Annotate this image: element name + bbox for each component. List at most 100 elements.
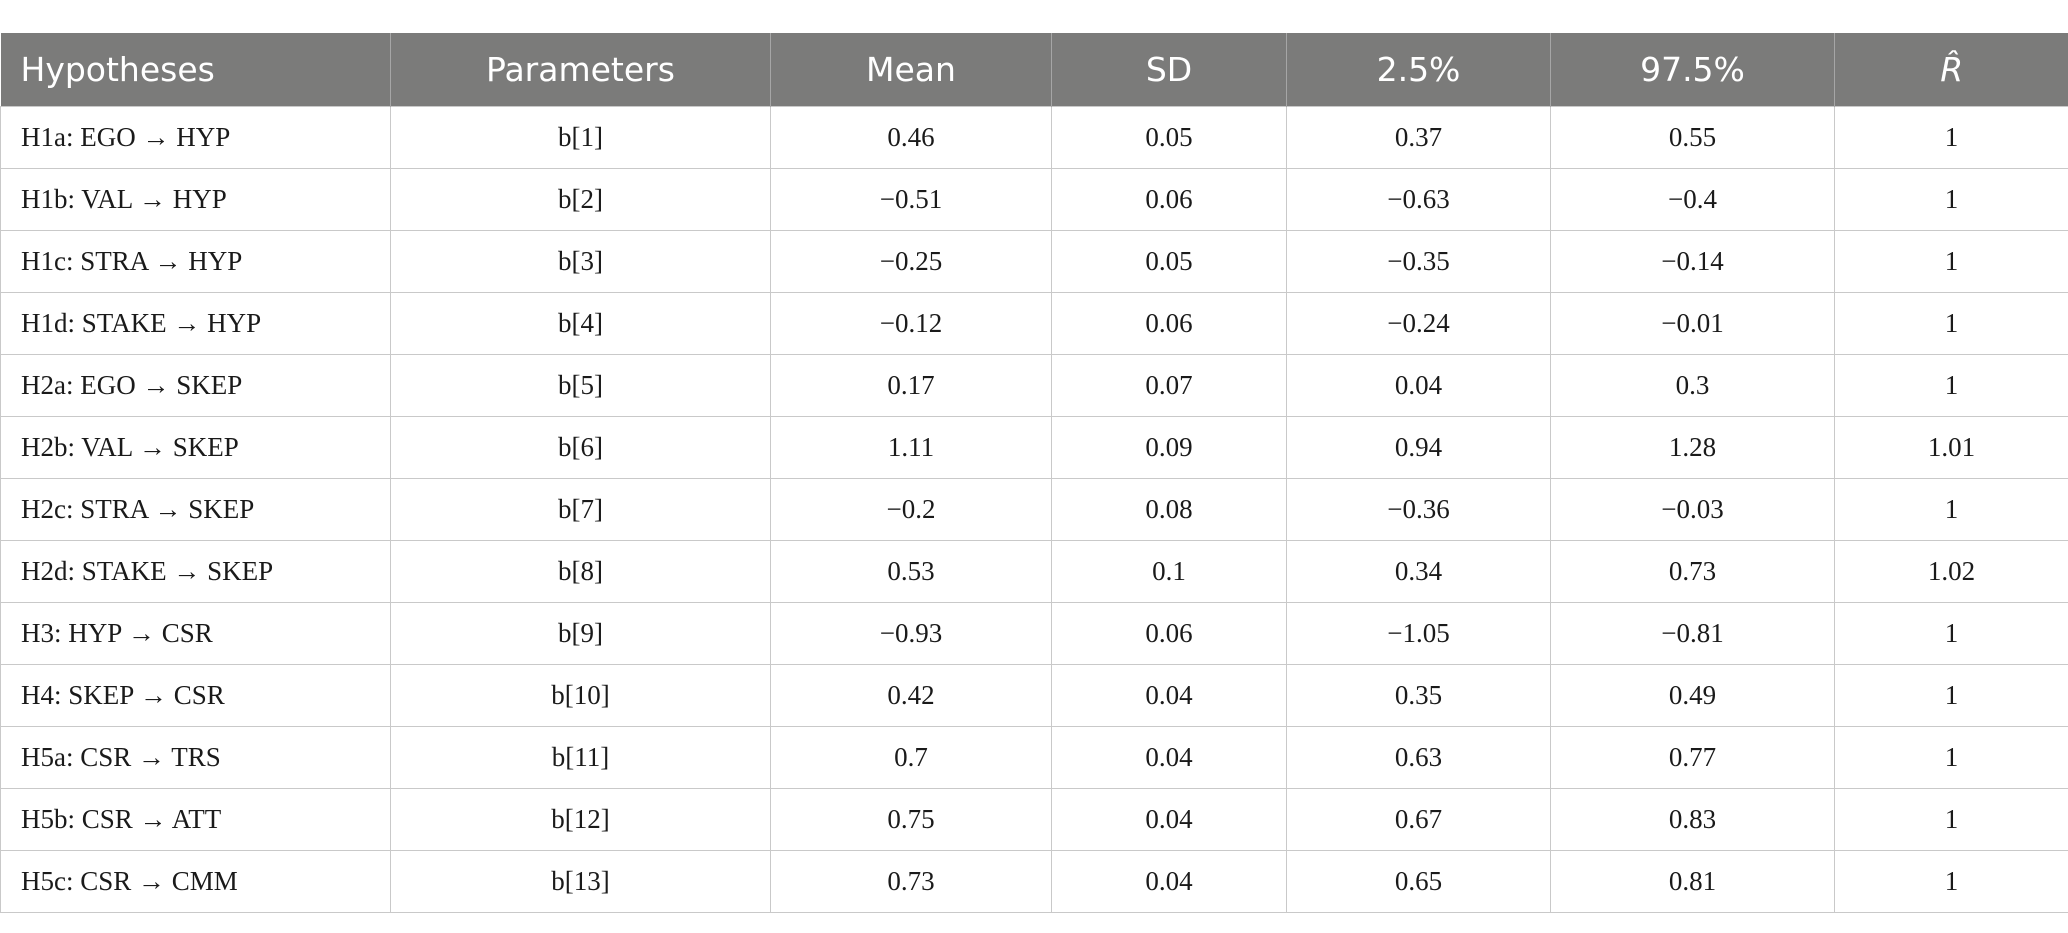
parameter-cell: b[12] <box>390 788 771 851</box>
mean-cell: 0.42 <box>770 664 1052 727</box>
table-row: H4: SKEP → CSR b[10] 0.42 0.04 0.35 0.49 1 <box>0 664 2068 727</box>
parameter-cell: b[4] <box>390 292 771 355</box>
parameter-cell: b[8] <box>390 540 771 603</box>
parameter-cell: b[5] <box>390 354 771 417</box>
parameter-cell: b[3] <box>390 230 771 293</box>
upper-ci-cell: 0.49 <box>1550 664 1835 727</box>
r-hat-cell: 1.01 <box>1834 416 2068 479</box>
hypothesis-cell: H2b: VAL → SKEP <box>0 416 391 479</box>
r-hat-cell: 1 <box>1834 168 2068 231</box>
header-upper-ci: 97.5% <box>1550 33 1835 107</box>
sd-cell: 0.06 <box>1051 602 1287 665</box>
lower-ci-cell: 0.04 <box>1286 354 1551 417</box>
r-hat-cell: 1 <box>1834 354 2068 417</box>
lower-ci-cell: 0.37 <box>1286 106 1551 169</box>
upper-ci-cell: 0.81 <box>1550 850 1835 913</box>
sd-cell: 0.04 <box>1051 726 1287 789</box>
mean-cell: −0.12 <box>770 292 1052 355</box>
sd-cell: 0.05 <box>1051 230 1287 293</box>
sd-cell: 0.08 <box>1051 478 1287 541</box>
r-hat-cell: 1 <box>1834 788 2068 851</box>
lower-ci-cell: −0.36 <box>1286 478 1551 541</box>
upper-ci-cell: −0.03 <box>1550 478 1835 541</box>
r-hat-cell: 1.02 <box>1834 540 2068 603</box>
upper-ci-cell: 0.3 <box>1550 354 1835 417</box>
hypothesis-cell: H5c: CSR → CMM <box>0 850 391 913</box>
sd-cell: 0.04 <box>1051 664 1287 727</box>
table-row: H2b: VAL → SKEP b[6] 1.11 0.09 0.94 1.28 1.01 <box>0 416 2068 479</box>
header-hypotheses: Hypotheses <box>0 33 391 107</box>
lower-ci-cell: −0.63 <box>1286 168 1551 231</box>
r-hat-cell: 1 <box>1834 230 2068 293</box>
table-row: H5a: CSR → TRS b[11] 0.7 0.04 0.63 0.77 1 <box>0 726 2068 789</box>
mean-cell: 0.46 <box>770 106 1052 169</box>
parameter-cell: b[1] <box>390 106 771 169</box>
lower-ci-cell: 0.34 <box>1286 540 1551 603</box>
sd-cell: 0.04 <box>1051 850 1287 913</box>
lower-ci-cell: 0.65 <box>1286 850 1551 913</box>
hypothesis-cell: H1d: STAKE → HYP <box>0 292 391 355</box>
upper-ci-cell: 0.83 <box>1550 788 1835 851</box>
mean-cell: 1.11 <box>770 416 1052 479</box>
table-row: H5c: CSR → CMM b[13] 0.73 0.04 0.65 0.81 1 <box>0 850 2068 913</box>
header-row: Hypotheses Parameters Mean SD 2.5% 97.5%… <box>0 33 2068 107</box>
lower-ci-cell: −1.05 <box>1286 602 1551 665</box>
table-row: H2c: STRA → SKEP b[7] −0.2 0.08 −0.36 −0.03 1 <box>0 478 2068 541</box>
mean-cell: 0.53 <box>770 540 1052 603</box>
r-hat-cell: 1 <box>1834 726 2068 789</box>
upper-ci-cell: −0.81 <box>1550 602 1835 665</box>
hypothesis-cell: H3: HYP → CSR <box>0 602 391 665</box>
hypothesis-cell: H1b: VAL → HYP <box>0 168 391 231</box>
r-hat-cell: 1 <box>1834 478 2068 541</box>
sd-cell: 0.06 <box>1051 168 1287 231</box>
lower-ci-cell: −0.35 <box>1286 230 1551 293</box>
parameter-cell: b[10] <box>390 664 771 727</box>
lower-ci-cell: 0.94 <box>1286 416 1551 479</box>
parameter-cell: b[7] <box>390 478 771 541</box>
sd-cell: 0.1 <box>1051 540 1287 603</box>
table-row: H2a: EGO → SKEP b[5] 0.17 0.07 0.04 0.3 1 <box>0 354 2068 417</box>
parameter-cell: b[2] <box>390 168 771 231</box>
sd-cell: 0.04 <box>1051 788 1287 851</box>
table-body: H1a: EGO → HYP b[1] 0.46 0.05 0.37 0.55 1 H1b: … <box>0 106 2068 913</box>
sd-cell: 0.07 <box>1051 354 1287 417</box>
parameter-cell: b[13] <box>390 850 771 913</box>
upper-ci-cell: 0.55 <box>1550 106 1835 169</box>
hypothesis-cell: H5a: CSR → TRS <box>0 726 391 789</box>
lower-ci-cell: 0.63 <box>1286 726 1551 789</box>
upper-ci-cell: −0.14 <box>1550 230 1835 293</box>
sd-cell: 0.05 <box>1051 106 1287 169</box>
sd-cell: 0.09 <box>1051 416 1287 479</box>
hypothesis-cell: H2d: STAKE → SKEP <box>0 540 391 603</box>
hypothesis-cell: H1c: STRA → HYP <box>0 230 391 293</box>
mean-cell: −0.2 <box>770 478 1052 541</box>
upper-ci-cell: 1.28 <box>1550 416 1835 479</box>
table-row: H1a: EGO → HYP b[1] 0.46 0.05 0.37 0.55 1 <box>0 106 2068 169</box>
header-sd: SD <box>1051 33 1287 107</box>
r-hat-cell: 1 <box>1834 292 2068 355</box>
mean-cell: 0.75 <box>770 788 1052 851</box>
results-table: Hypotheses Parameters Mean SD 2.5% 97.5%… <box>0 33 2068 913</box>
upper-ci-cell: 0.77 <box>1550 726 1835 789</box>
parameter-cell: b[11] <box>390 726 771 789</box>
mean-cell: −0.25 <box>770 230 1052 293</box>
table-row: H1d: STAKE → HYP b[4] −0.12 0.06 −0.24 −0.01 1 <box>0 292 2068 355</box>
table-row: H2d: STAKE → SKEP b[8] 0.53 0.1 0.34 0.73 1.02 <box>0 540 2068 603</box>
mean-cell: −0.51 <box>770 168 1052 231</box>
hypothesis-cell: H4: SKEP → CSR <box>0 664 391 727</box>
sd-cell: 0.06 <box>1051 292 1287 355</box>
lower-ci-cell: −0.24 <box>1286 292 1551 355</box>
header-r-hat: R̂ <box>1834 33 2068 107</box>
header-mean: Mean <box>770 33 1052 107</box>
parameter-cell: b[9] <box>390 602 771 665</box>
upper-ci-cell: 0.73 <box>1550 540 1835 603</box>
upper-ci-cell: −0.4 <box>1550 168 1835 231</box>
parameter-cell: b[6] <box>390 416 771 479</box>
hypothesis-cell: H2a: EGO → SKEP <box>0 354 391 417</box>
header-parameters: Parameters <box>390 33 771 107</box>
r-hat-cell: 1 <box>1834 850 2068 913</box>
table-row: H1c: STRA → HYP b[3] −0.25 0.05 −0.35 −0.14 1 <box>0 230 2068 293</box>
r-hat-cell: 1 <box>1834 664 2068 727</box>
table-row: H5b: CSR → ATT b[12] 0.75 0.04 0.67 0.83 1 <box>0 788 2068 851</box>
